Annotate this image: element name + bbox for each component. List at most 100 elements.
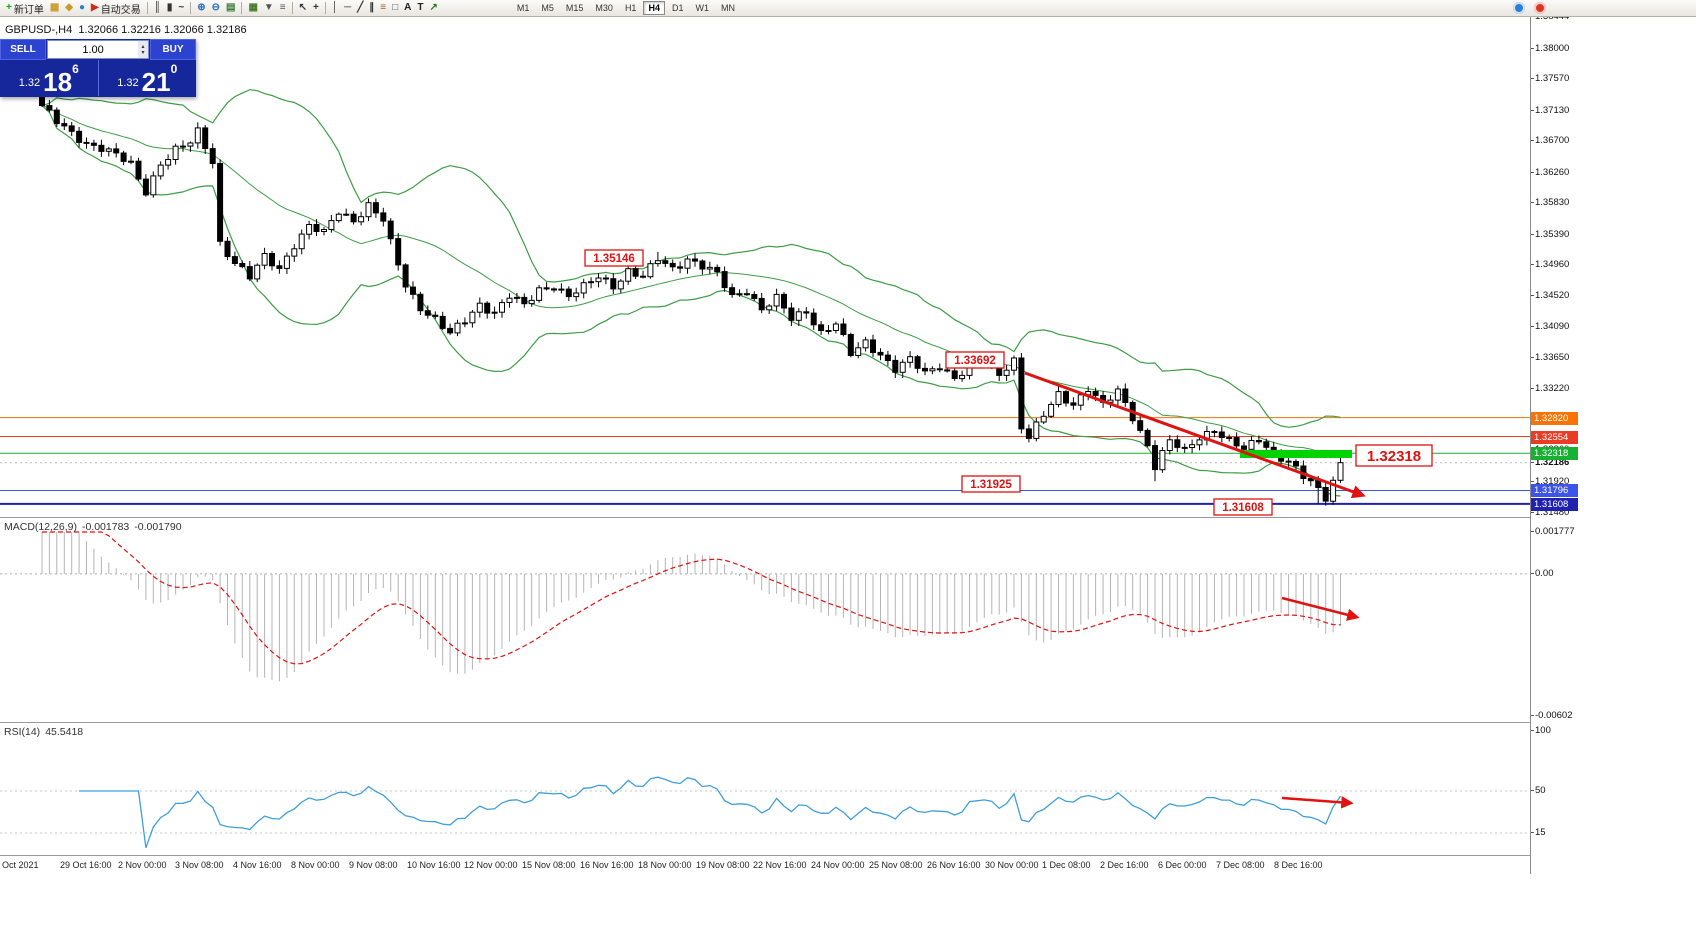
rsi-tick: 50: [1531, 785, 1546, 796]
timeframe-h4-button[interactable]: H4: [643, 1, 665, 15]
new-order-button-icon: +: [6, 2, 12, 13]
toolbar: + 新订单 ▦ ◆ ● ▶ 自动交易 ║ ▮ ~ ⊕ ⊖ ▤ ▦ ▼ ≡ ↖ + │ ─ ╱ ∥ ≡ □ A T ↗ M1 M5 M15 M…: [0, 0, 1696, 17]
horizontal-line-tool-icon: ─: [344, 2, 352, 13]
auto-trading-button[interactable]: ▶ 自动交易: [91, 2, 141, 16]
charts-window-icon[interactable]: ▦: [47, 1, 62, 16]
cursor-tool-button-icon: ↖: [298, 2, 308, 13]
rsi-tick: 100: [1531, 725, 1551, 736]
svg-text:1.31925: 1.31925: [970, 479, 1012, 491]
new-order-button[interactable]: + 新订单: [6, 2, 44, 16]
bar-chart-type-button[interactable]: ║: [151, 1, 164, 16]
text-tool[interactable]: A: [401, 1, 414, 16]
time-axis-label: 24 Nov 00:00: [811, 860, 865, 870]
cursor-tool-button[interactable]: ↖: [296, 1, 310, 16]
shapes-tool[interactable]: □: [389, 1, 401, 16]
new-chart-button[interactable]: ▦: [245, 1, 260, 16]
zoom-out-button-icon: ⊖: [211, 2, 220, 13]
candlestick-chart-type-button-icon: ▮: [166, 2, 173, 13]
macd-canvas[interactable]: [0, 518, 1530, 722]
time-axis-label: 7 Dec 08:00: [1216, 860, 1265, 870]
rsi-tick: 15: [1531, 827, 1546, 838]
buy-button[interactable]: BUY: [150, 39, 196, 60]
label-tool[interactable]: T: [414, 1, 426, 16]
zoom-in-button[interactable]: ⊕: [194, 1, 208, 16]
svg-text:1.35146: 1.35146: [593, 253, 635, 265]
timeframe-m30-button[interactable]: M30: [595, 3, 613, 13]
time-axis-label: 18 Nov 00:00: [638, 860, 692, 870]
price-scale[interactable]: 1.384441.380001.375701.371301.367001.362…: [1530, 12, 1696, 874]
timeframe-d1-button[interactable]: D1: [671, 3, 684, 13]
price-tick: 1.37570: [1530, 73, 1570, 84]
crosshair-tool-button[interactable]: +: [310, 1, 322, 16]
fibonacci-tool[interactable]: ≡: [377, 1, 389, 16]
templates-button[interactable]: ▼: [261, 1, 277, 16]
arrows-tool[interactable]: ↗: [426, 1, 440, 16]
macd-tick: 0.001777: [1531, 526, 1575, 537]
time-axis-label: 9 Nov 08:00: [349, 860, 398, 870]
line-chart-type-button[interactable]: ~: [175, 1, 187, 16]
sell-price-big-digits: 18: [43, 67, 73, 97]
price-tick: 1.33650: [1530, 352, 1570, 363]
time-axis-label: 25 Nov 08:00: [869, 860, 923, 870]
timeframe-w1-button[interactable]: W1: [695, 3, 709, 13]
timeframe-mn-button[interactable]: MN: [720, 3, 735, 13]
price-level-badge: 1.31796: [1531, 484, 1578, 497]
timeframe-m5-button[interactable]: M5: [541, 3, 554, 13]
price-tick: 1.38000: [1530, 43, 1570, 54]
trade-panel-controls: SELL ▴▾ BUY: [0, 39, 196, 60]
candlestick-chart-type-button[interactable]: ▮: [164, 1, 176, 16]
timeframe-h1-button[interactable]: H1: [624, 3, 637, 13]
tile-windows-button[interactable]: ▤: [223, 1, 238, 16]
macd-indicator-panel[interactable]: MACD(12,26,9) -0.001783 -0.001790: [0, 517, 1530, 722]
new-chart-button-icon: ▦: [248, 2, 258, 13]
svg-text:1.33692: 1.33692: [954, 355, 996, 367]
sell-price[interactable]: 1.32 18 6: [0, 60, 98, 96]
price-chart-canvas[interactable]: 1.35146 1.33692 1.31925 1.31608 1.32318: [0, 17, 1530, 517]
stepper-up-icon[interactable]: ▴: [141, 43, 145, 50]
time-axis-label: 3 Nov 08:00: [175, 860, 224, 870]
price-level-badge: 1.32820: [1531, 412, 1578, 425]
zoom-out-button[interactable]: ⊖: [209, 1, 223, 16]
buy-price[interactable]: 1.32 21 0: [97, 60, 197, 96]
label-tool-icon: T: [417, 2, 424, 13]
stepper-down-icon[interactable]: ▾: [141, 49, 145, 56]
search-icon[interactable]: [1513, 2, 1525, 14]
volume-stepper[interactable]: ▴ ▾: [138, 41, 148, 58]
trendline-tool[interactable]: ╱: [354, 1, 366, 16]
text-tool-icon: A: [404, 2, 412, 13]
trendline-tool-icon: ╱: [357, 2, 364, 13]
time-axis[interactable]: Oct 2021 29 Oct 16:00 2 Nov 00:00 3 Nov 08:…: [0, 855, 1530, 874]
price-chart-panel[interactable]: 1.35146 1.33692 1.31925 1.31608 1.32318 GBPU…: [0, 17, 1530, 517]
profiles-icon[interactable]: ◆: [62, 1, 76, 16]
price-tick: 1.34520: [1530, 290, 1570, 301]
macd-label: MACD(12,26,9) -0.001783 -0.001790: [4, 521, 182, 533]
notification-badge-icon[interactable]: [1534, 2, 1546, 14]
time-axis-label: 12 Nov 00:00: [464, 860, 518, 870]
time-axis-label: 10 Nov 16:00: [407, 860, 461, 870]
indicators-list-button[interactable]: ≡: [277, 1, 289, 16]
volume-input[interactable]: [48, 41, 139, 58]
rsi-canvas[interactable]: [0, 723, 1530, 855]
price-tick: 1.31920: [1530, 476, 1570, 487]
sell-price-pipette: 6: [72, 62, 79, 76]
price-level-badge: 1.32318: [1531, 447, 1578, 460]
indicators-list-button-icon: ≡: [279, 2, 286, 13]
data-window-icon[interactable]: ●: [76, 1, 88, 16]
tile-windows-button-icon: ▤: [225, 2, 236, 13]
price-tick: 1.37130: [1530, 105, 1570, 116]
auto-trading-button-icon: ▶: [91, 2, 99, 13]
price-tick: 1.33220: [1530, 383, 1570, 394]
data-window-icon-icon: ●: [79, 2, 86, 13]
vertical-line-tool[interactable]: │: [329, 1, 341, 16]
time-axis-label: 1 Dec 08:00: [1042, 860, 1091, 870]
rsi-indicator-panel[interactable]: RSI(14) 45.5418: [0, 722, 1530, 855]
horizontal-line-tool[interactable]: ─: [341, 1, 354, 16]
profiles-icon-icon: ◆: [65, 2, 73, 13]
timeframe-m1-button[interactable]: M1: [516, 3, 530, 13]
timeframe-m15-button[interactable]: M15: [565, 3, 584, 13]
equidistant-channel-tool[interactable]: ∥: [366, 1, 377, 16]
sell-button[interactable]: SELL: [0, 39, 46, 60]
time-axis-label: Oct 2021: [2, 860, 39, 870]
